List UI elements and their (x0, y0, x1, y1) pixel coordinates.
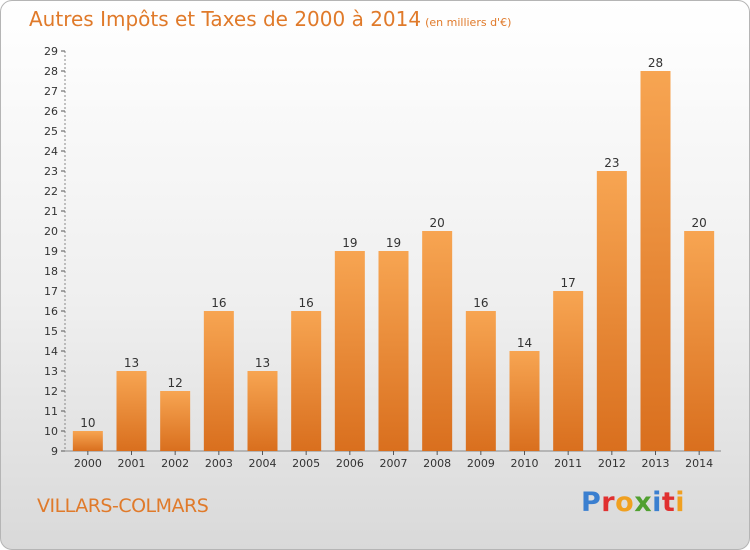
y-tick-label: 29 (44, 45, 58, 58)
bar-value-label: 14 (517, 336, 532, 350)
y-tick-label: 13 (44, 365, 58, 378)
y-tick-label: 22 (44, 185, 58, 198)
y-tick-label: 19 (44, 245, 58, 258)
logo-letter: x (634, 487, 653, 518)
y-tick-label: 28 (44, 65, 58, 78)
proxiti-logo: Proxiti (581, 487, 685, 518)
unit-label: (en milliers d'€) (425, 16, 512, 29)
bar-value-label: 23 (604, 156, 619, 170)
y-tick-label: 25 (44, 125, 58, 138)
bar-value-label: 19 (386, 236, 401, 250)
x-tick-label: 2010 (511, 457, 539, 470)
bar-value-label: 13 (124, 356, 139, 370)
bar (291, 311, 322, 451)
y-tick-label: 26 (44, 105, 58, 118)
bar-value-label: 20 (430, 216, 445, 230)
bar (203, 311, 234, 451)
y-tick-label: 10 (44, 425, 58, 438)
bar (596, 171, 627, 451)
bar-value-label: 20 (692, 216, 707, 230)
x-tick-label: 2003 (205, 457, 233, 470)
bar (422, 231, 453, 451)
y-tick-label: 12 (44, 385, 58, 398)
x-tick-label: 2013 (642, 457, 670, 470)
bar (378, 251, 409, 451)
y-tick-label: 20 (44, 225, 58, 238)
x-tick-label: 2008 (423, 457, 451, 470)
y-tick-label: 24 (44, 145, 58, 158)
y-tick-label: 9 (51, 445, 58, 458)
bar (509, 351, 540, 451)
logo-letter: t (661, 487, 676, 518)
bar-value-label: 13 (255, 356, 270, 370)
logo-letter: o (615, 487, 635, 518)
x-tick-label: 2009 (467, 457, 495, 470)
y-tick-label: 27 (44, 85, 58, 98)
x-tick-label: 2005 (292, 457, 320, 470)
bar-value-label: 16 (473, 296, 488, 310)
x-tick-label: 2006 (336, 457, 364, 470)
bar (553, 291, 584, 451)
bar-value-label: 10 (80, 416, 95, 430)
y-tick-label: 16 (44, 305, 58, 318)
logo-letter: i (652, 487, 662, 518)
y-tick-label: 11 (44, 405, 58, 418)
y-tick-label: 21 (44, 205, 58, 218)
bar (72, 431, 103, 451)
chart-title: Autres Impôts et Taxes de 2000 à 2014 (en… (29, 7, 511, 31)
x-tick-label: 2001 (118, 457, 146, 470)
x-tick-label: 2014 (685, 457, 713, 470)
title-text: Autres Impôts et Taxes de 2000 à 2014 (29, 7, 422, 31)
bar (116, 371, 147, 451)
y-tick-label: 15 (44, 325, 58, 338)
bar-value-label: 17 (561, 276, 576, 290)
y-tick-label: 23 (44, 165, 58, 178)
x-tick-label: 2011 (554, 457, 582, 470)
bar-value-label: 16 (299, 296, 314, 310)
bar-value-label: 12 (168, 376, 183, 390)
bar (160, 391, 191, 451)
y-tick-label: 18 (44, 265, 58, 278)
logo-letter: P (581, 487, 602, 518)
bar (465, 311, 496, 451)
x-tick-label: 2000 (74, 457, 102, 470)
x-tick-label: 2002 (161, 457, 189, 470)
bar (247, 371, 278, 451)
y-tick-label: 17 (44, 285, 58, 298)
x-tick-label: 2007 (380, 457, 408, 470)
bar-value-label: 28 (648, 56, 663, 70)
logo-letter: i (675, 487, 686, 518)
bar-value-label: 19 (342, 236, 357, 250)
bar-value-label: 16 (211, 296, 226, 310)
y-tick-label: 14 (44, 345, 58, 358)
bar (640, 71, 671, 451)
logo-letter: r (601, 487, 616, 518)
bar (684, 231, 715, 451)
place-name: VILLARS-COLMARS (37, 495, 209, 517)
x-tick-label: 2004 (249, 457, 277, 470)
x-tick-label: 2012 (598, 457, 626, 470)
bar (334, 251, 365, 451)
